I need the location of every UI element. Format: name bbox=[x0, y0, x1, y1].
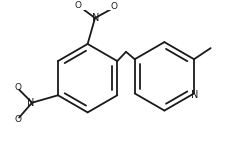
Text: N: N bbox=[28, 98, 35, 108]
Text: O: O bbox=[15, 115, 22, 124]
Text: O: O bbox=[75, 1, 82, 10]
Text: O: O bbox=[15, 83, 22, 92]
Text: N: N bbox=[92, 13, 100, 23]
Text: N: N bbox=[191, 90, 199, 100]
Text: O: O bbox=[110, 3, 117, 11]
